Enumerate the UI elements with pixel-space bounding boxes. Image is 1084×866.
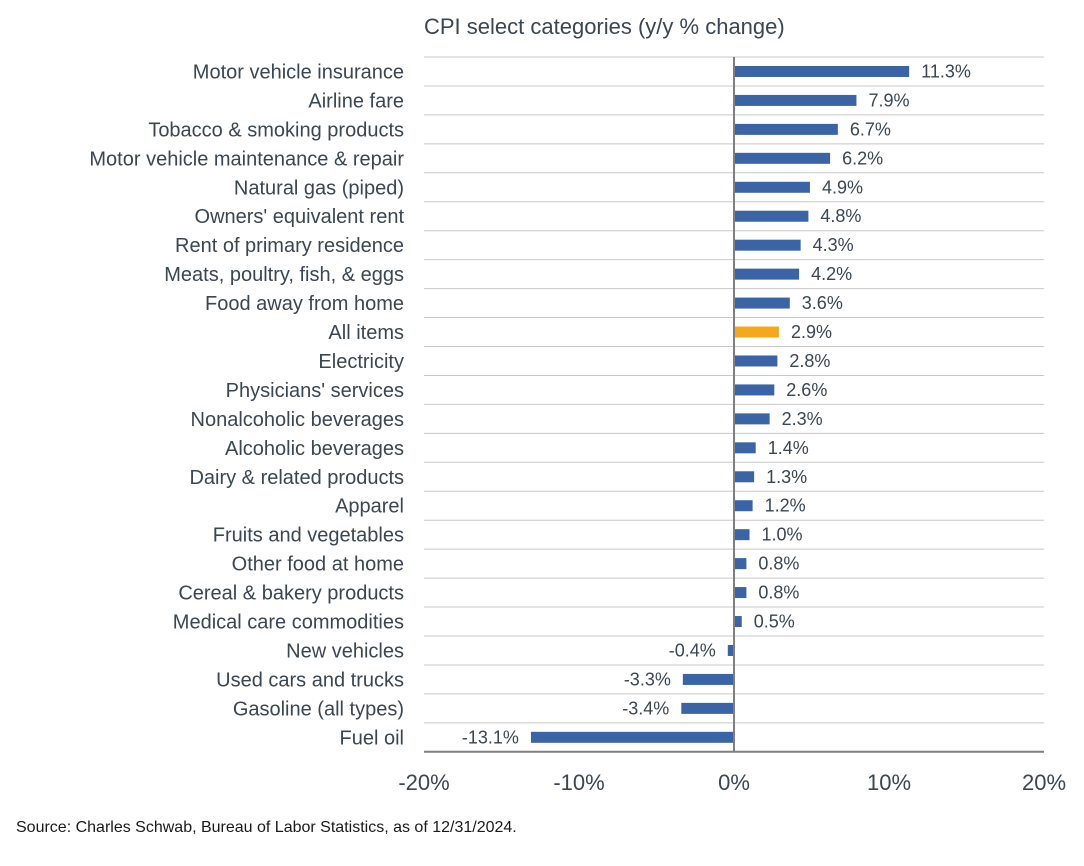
bar [727,644,734,656]
bar [734,297,790,309]
category-label: Motor vehicle maintenance & repair [89,148,404,170]
category-label: Physicians' services [226,380,404,402]
category-label: Meats, poultry, fish, & eggs [164,264,404,286]
data-label: 0.8% [758,554,799,574]
bar [734,384,775,396]
bar [734,500,753,512]
data-label: 1.3% [766,467,807,487]
category-label: Food away from home [205,293,404,315]
data-label: 4.8% [820,206,861,226]
bar [734,268,800,280]
bar [734,442,756,454]
data-label: -0.4% [669,640,716,660]
category-label: Gasoline (all types) [233,698,404,720]
bar [734,529,750,541]
data-label: 4.2% [811,264,852,284]
x-tick-label: 0% [718,770,750,795]
category-label: Tobacco & smoking products [148,119,404,141]
category-label: Electricity [318,351,404,373]
data-label: 2.3% [782,409,823,429]
bar [734,326,779,338]
x-tick-label: -20% [398,770,449,795]
category-label: Owners' equivalent rent [195,206,405,228]
category-label: Fruits and vegetables [213,525,404,547]
data-label: 3.6% [802,293,843,313]
bar [734,355,778,367]
category-label: Other food at home [232,554,404,576]
bar [734,181,810,193]
data-label: 6.2% [842,148,883,168]
category-label: Airline fare [308,90,404,112]
bar [734,94,857,106]
bar [734,616,742,628]
category-label: New vehicles [286,640,404,662]
bar [734,587,747,599]
category-label: Motor vehicle insurance [193,61,404,83]
data-label: 7.9% [868,90,909,110]
category-label: Dairy & related products [189,467,404,489]
bar [734,210,809,222]
bar [734,65,910,77]
data-label: -3.4% [622,698,669,718]
x-tick-label: 20% [1022,770,1066,795]
category-label: All items [328,322,404,344]
category-label: Used cars and trucks [216,669,404,691]
data-label: 2.6% [786,380,827,400]
bar [734,413,770,425]
category-label: Alcoholic beverages [225,438,404,460]
data-label: 1.2% [765,496,806,516]
category-label: Fuel oil [340,727,404,749]
data-label: 4.9% [822,177,863,197]
data-label: 11.3% [921,61,971,81]
bar [682,673,734,685]
data-label: 0.5% [754,612,795,632]
data-label: 4.3% [813,235,854,255]
data-label: 1.4% [768,438,809,458]
data-label: 2.8% [789,351,830,371]
category-label: Natural gas (piped) [234,177,404,199]
data-label: 1.0% [762,525,803,545]
category-label: Apparel [335,496,404,518]
category-label: Cereal & bakery products [178,583,404,605]
data-label: -13.1% [462,727,519,747]
data-label: 6.7% [850,119,891,139]
chart-title: CPI select categories (y/y % change) [424,14,785,39]
bar [734,471,755,483]
bar [681,702,734,714]
bar [734,123,838,135]
category-label: Nonalcoholic beverages [191,409,404,431]
category-label: Medical care commodities [173,612,404,634]
bar [734,558,747,570]
x-tick-label: 10% [867,770,911,795]
data-label: 2.9% [791,322,832,342]
bar [530,731,734,743]
bar [734,239,801,251]
data-label: -3.3% [624,669,671,689]
data-label: 0.8% [758,583,799,603]
category-label: Rent of primary residence [175,235,404,257]
x-tick-label: -10% [553,770,604,795]
source-note: Source: Charles Schwab, Bureau of Labor … [16,819,517,836]
bar [734,152,831,164]
